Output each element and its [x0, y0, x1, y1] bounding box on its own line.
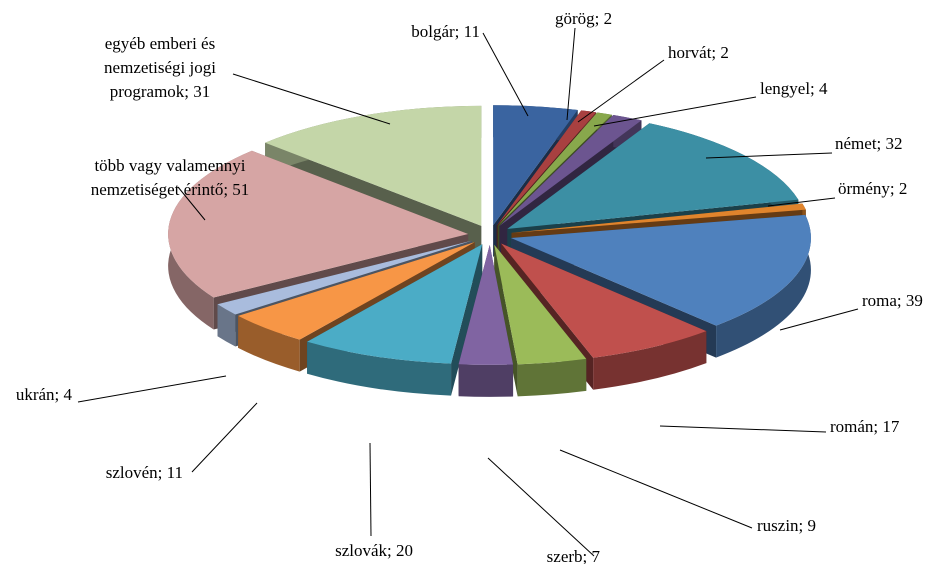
- pie-slice: [168, 150, 469, 298]
- leader-line: [577, 59, 665, 123]
- data-label: ruszin; 9: [757, 516, 816, 535]
- data-label: bolgár; 11: [411, 22, 480, 41]
- data-label: szerb; 7: [547, 547, 601, 564]
- data-label: lengyel; 4: [760, 79, 828, 98]
- data-label: román; 17: [830, 417, 900, 436]
- pie-slice-side: [307, 341, 452, 396]
- data-label: görög; 2: [555, 9, 612, 28]
- pie-slice-side: [517, 358, 587, 397]
- data-label: német; 32: [835, 134, 903, 153]
- leader-line: [77, 375, 227, 403]
- data-label: ukrán; 4: [16, 385, 73, 404]
- leader-line: [566, 27, 576, 121]
- pie-slice: [217, 240, 472, 315]
- data-label: szlovén; 11: [106, 463, 183, 482]
- pie-slice: [497, 112, 612, 226]
- pie-slice: [510, 214, 811, 326]
- pie-slice-tops: [168, 105, 811, 365]
- data-labels: bolgár; 11 görög; 2 horvát; 2 lengyel; 4 ném…: [16, 9, 923, 564]
- leader-line: [705, 152, 833, 159]
- label-leader-lines: [77, 27, 859, 557]
- leader-line: [191, 402, 258, 473]
- pie-slice-side: [716, 214, 811, 358]
- pie-slice-side: [238, 315, 300, 372]
- leader-line: [369, 442, 372, 537]
- pie-slice: [511, 203, 806, 233]
- data-label: egyéb emberi és nemzetiségi jogi programok…: [104, 34, 216, 101]
- data-label: örmény; 2: [838, 179, 907, 198]
- pie-slice: [494, 244, 587, 365]
- pie-slice-side: [217, 304, 236, 347]
- leader-line: [659, 425, 827, 433]
- data-label: több vagy valamennyi nemzetiséget érintő;…: [91, 156, 250, 199]
- pie-slice: [499, 115, 642, 227]
- pie-slice: [496, 110, 597, 226]
- leader-line: [593, 96, 757, 127]
- pie-slice-side: [593, 331, 707, 390]
- leader-line: [487, 457, 595, 557]
- pie-slice-side: [458, 364, 514, 397]
- leader-line: [779, 308, 859, 331]
- data-label: szlovák; 20: [335, 541, 413, 560]
- pie-slice: [265, 105, 482, 226]
- pie-slice: [507, 123, 799, 229]
- pie-slice-wall: [451, 244, 483, 396]
- pie-slice: [458, 244, 514, 365]
- data-label: horvát; 2: [668, 43, 729, 62]
- data-label: roma; 39: [862, 291, 923, 310]
- leader-line: [559, 449, 753, 529]
- leader-line: [232, 73, 391, 125]
- pie-slice: [307, 244, 483, 364]
- pie-slice: [501, 243, 707, 358]
- pie-slice: [238, 242, 475, 340]
- leader-line: [767, 197, 836, 207]
- pie-slice: [493, 105, 578, 226]
- leader-line: [177, 186, 206, 221]
- leader-line: [482, 32, 529, 117]
